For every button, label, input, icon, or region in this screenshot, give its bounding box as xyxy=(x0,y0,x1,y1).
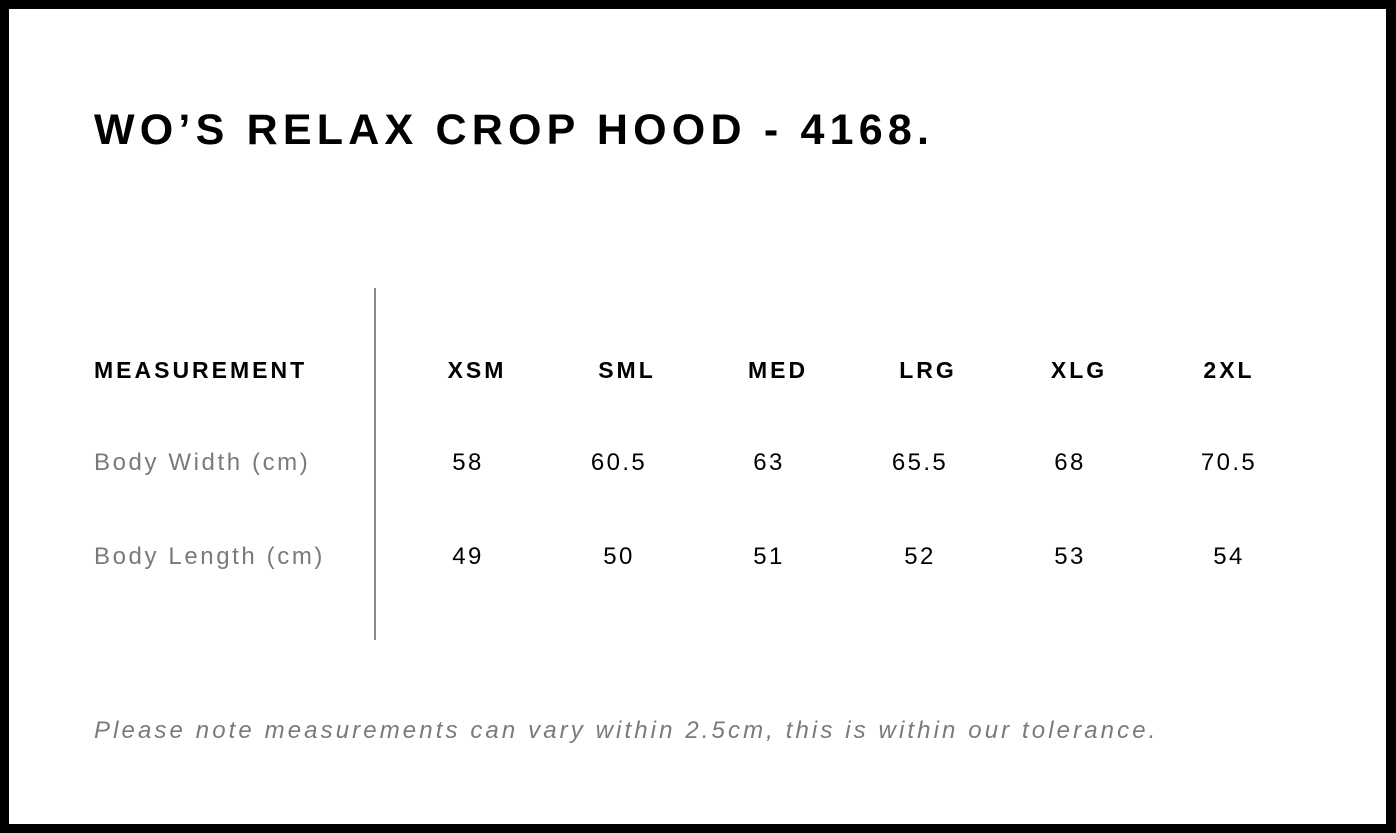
table-cell: 70.5 xyxy=(1200,449,1258,476)
header-size-lrg: LRG xyxy=(899,357,957,383)
table-cell: 68 xyxy=(1054,449,1086,476)
header-size-2xl: 2XL xyxy=(1203,357,1255,383)
table-cell: 60.5 xyxy=(590,449,648,476)
tolerance-note: Please note measurements can vary within… xyxy=(94,717,1159,744)
table-cell: 54 xyxy=(1213,543,1245,570)
table-cell: 65.5 xyxy=(891,449,949,476)
table-cell: 58 xyxy=(452,449,484,476)
header-size-sml: SML xyxy=(598,357,656,383)
table-cell: 53 xyxy=(1054,543,1086,570)
table-cell: 51 xyxy=(753,543,785,570)
column-divider xyxy=(374,288,376,640)
page-title: WO’S RELAX CROP HOOD - 4168. xyxy=(94,106,935,154)
header-size-med: MED xyxy=(747,357,809,383)
row-label-body-length: Body Length (cm) xyxy=(94,543,326,570)
table-cell: 49 xyxy=(452,543,484,570)
header-measurement: MEASUREMENT xyxy=(94,357,308,383)
row-label-body-width: Body Width (cm) xyxy=(94,449,311,476)
table-cell: 63 xyxy=(753,449,785,476)
header-size-xsm: XSM xyxy=(447,357,507,383)
table-cell: 50 xyxy=(603,543,635,570)
table-cell: 52 xyxy=(904,543,936,570)
header-size-xlg: XLG xyxy=(1050,357,1108,383)
